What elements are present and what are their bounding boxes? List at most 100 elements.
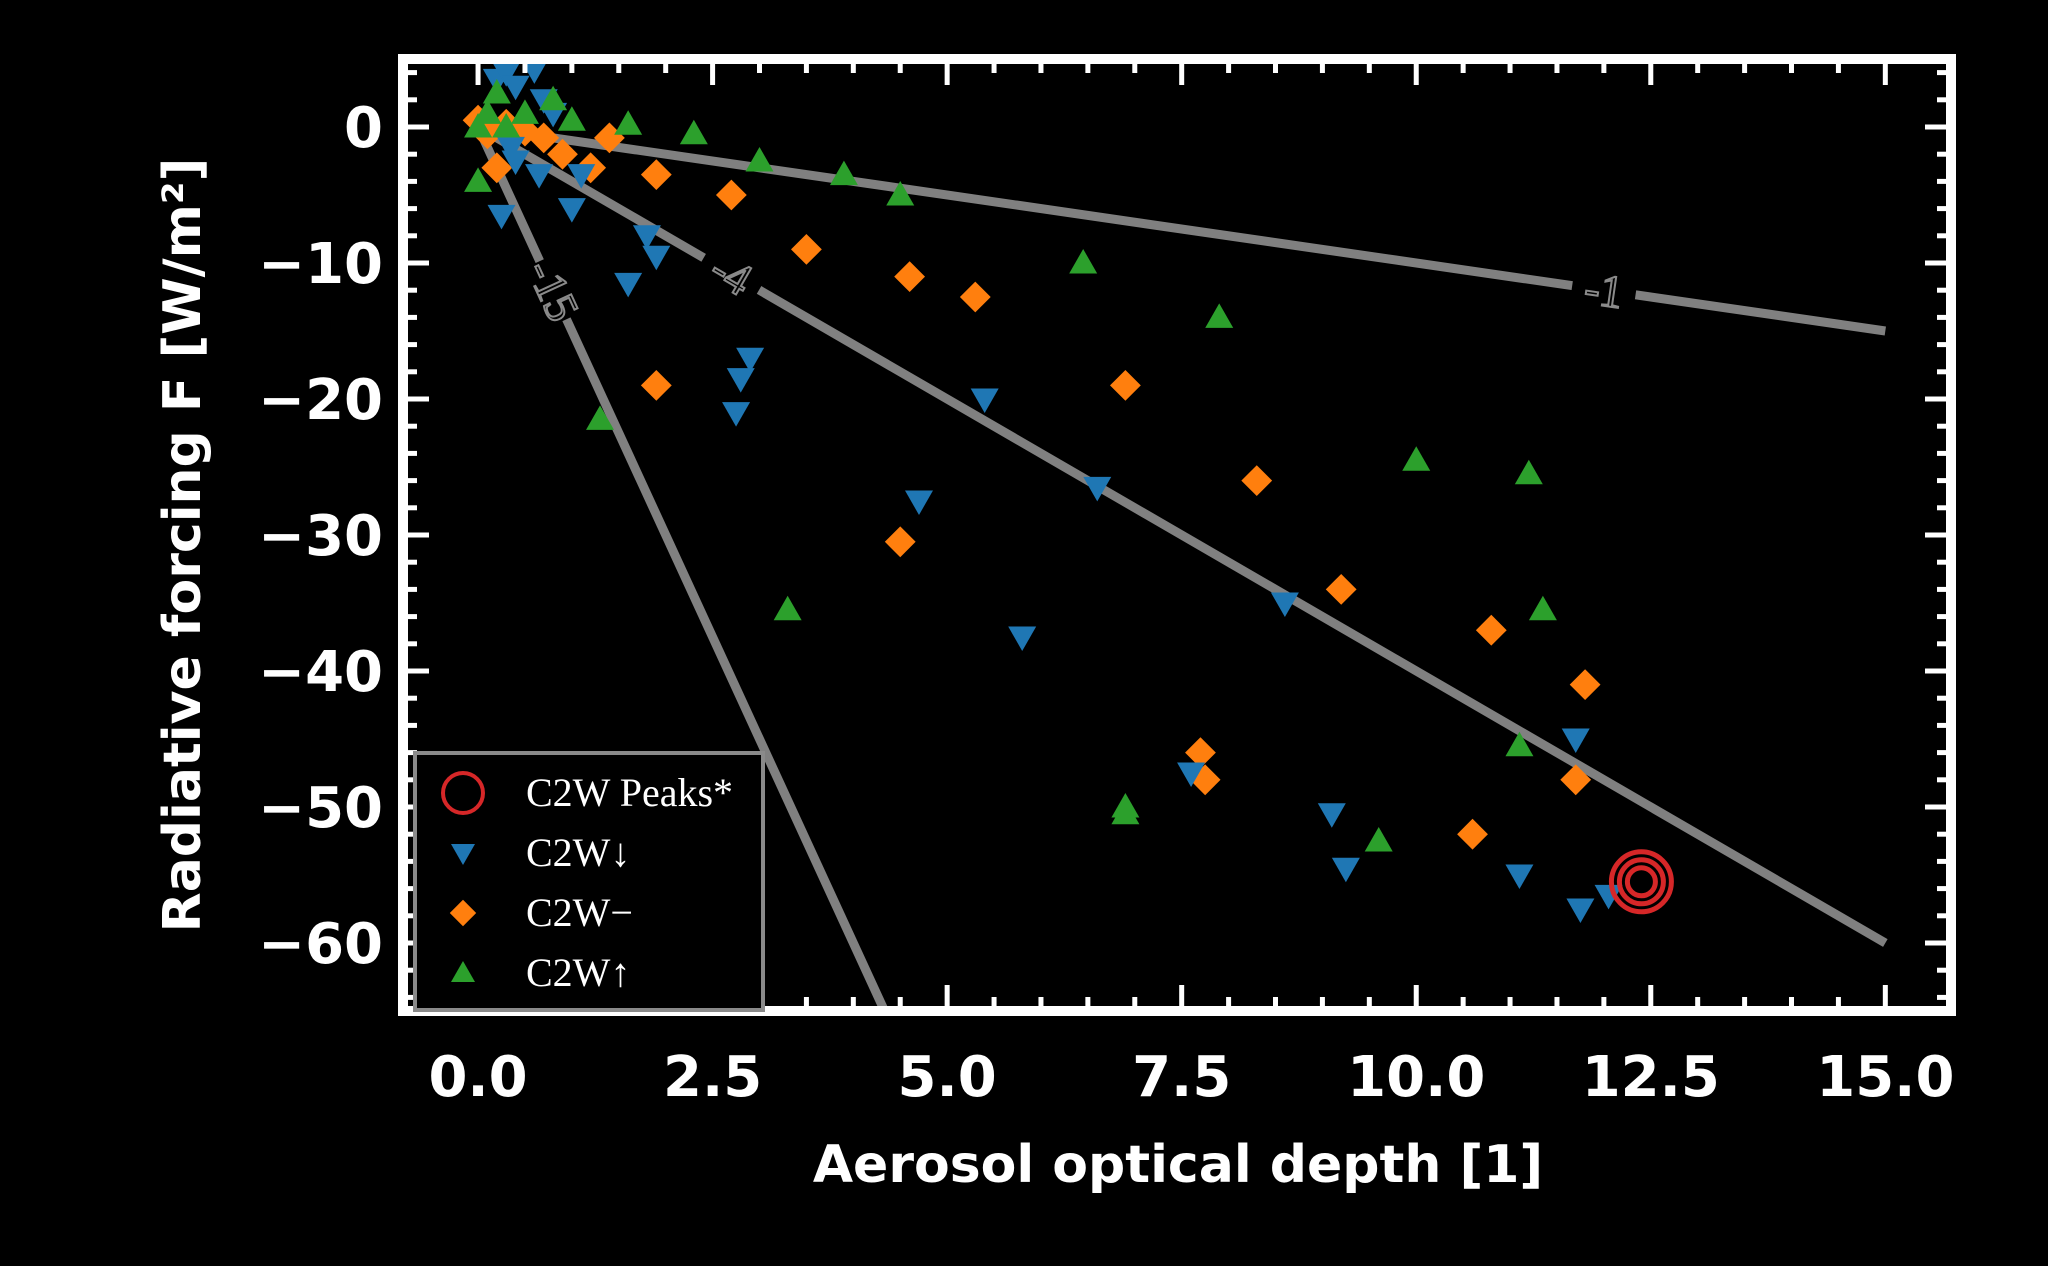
reference-line-label-bg [1568,259,1640,321]
data-point [1569,669,1601,700]
data-point [464,113,493,138]
data-point [501,75,530,101]
data-point [1514,459,1543,485]
x-tick-label: 5.0 [898,1045,997,1110]
data-point [829,160,858,186]
y-tick-label: −10 [258,232,383,297]
x-tick-label: 15.0 [1816,1045,1954,1110]
data-point [1189,764,1221,796]
data-point [528,122,560,154]
data-point [1560,764,1592,796]
data-point [905,490,933,515]
data-point [1561,728,1590,753]
data-point [736,347,765,373]
x-tick-label: 2.5 [663,1045,762,1110]
data-point [1331,857,1360,883]
reference-line-label-bg [690,235,773,313]
data-point [473,99,502,124]
data-point [773,595,802,621]
data-point [886,181,915,206]
reference-line-label-bg [516,250,591,331]
data-point [492,113,521,138]
data-point [1475,614,1507,646]
data-point [1205,303,1234,328]
y-tick-label: −50 [258,776,383,841]
data-point [1241,465,1273,496]
data-point [496,136,525,162]
legend-marker [449,899,477,927]
x-axis-title: Aerosol optical depth [1] [813,1135,1543,1195]
x-tick-label: 0.0 [428,1045,527,1110]
legend-label: C2W↑ [526,950,630,995]
data-point [642,245,671,271]
y-axis-title: Radiative forcing F [W/m²] [153,158,213,933]
data-point [557,198,586,223]
data-point [722,402,751,427]
data-point [959,281,991,313]
reference-line [477,122,1886,336]
data-point [464,167,493,192]
data-point [745,147,774,172]
data-point [547,138,578,170]
data-point [539,85,568,111]
data-point [1177,762,1206,787]
data-point [715,179,747,211]
data-point [894,261,926,292]
data-point [492,62,521,87]
y-tick-label: −60 [258,912,383,977]
data-point [1505,731,1534,757]
x-tick-label: 12.5 [1582,1045,1720,1110]
data-point [510,99,539,124]
data-point [481,152,513,184]
data-point [1505,864,1534,889]
data-point [1110,370,1141,401]
legend: C2W Peaks* C2W↓ C2W− C2W↑ [413,751,765,1012]
data-point [614,110,643,135]
legend-marker [451,961,475,982]
data-point [614,272,643,298]
data-point [1185,737,1216,768]
data-point [679,119,708,145]
data-point [1069,249,1098,274]
legend-label: C2W↓ [526,830,630,875]
legend-box [413,751,765,1012]
legend-marker [451,844,475,865]
data-point [567,164,596,189]
data-point [525,164,554,189]
data-point [1270,592,1299,617]
y-tick-label: −30 [258,504,383,569]
data-point [632,225,661,250]
data-point [1566,898,1595,923]
data-point [1083,476,1112,502]
legend-items: C2W Peaks* C2W↓ C2W− C2W↑ [441,770,733,995]
y-tick-label: −40 [258,640,383,705]
data-point [1402,446,1431,471]
data-point [1111,799,1140,825]
data-point [884,526,916,558]
data-point [1594,884,1623,910]
data-point [501,150,530,175]
legend-label: C2W Peaks* [526,770,733,815]
data-point [970,388,999,413]
data-point [557,106,586,131]
data-point [640,159,672,190]
legend-label: C2W− [526,890,633,935]
reference-lines-layer: -1-4-15 [473,122,1888,1011]
data-point [640,370,672,401]
data-point [482,79,511,104]
data-point [1317,803,1346,828]
data-point [726,368,755,393]
data-points-layer [462,59,1674,923]
legend-marker [441,771,485,815]
data-point [1457,818,1488,850]
data-point [487,204,516,230]
y-tick-label: −20 [258,368,383,433]
data-point [1608,849,1674,915]
x-tick-label: 7.5 [1132,1045,1231,1110]
data-point [1008,626,1037,651]
x-tick-label: 10.0 [1347,1045,1485,1110]
data-point [1528,595,1557,621]
data-point [791,234,822,265]
y-tick-label: 0 [344,96,383,161]
